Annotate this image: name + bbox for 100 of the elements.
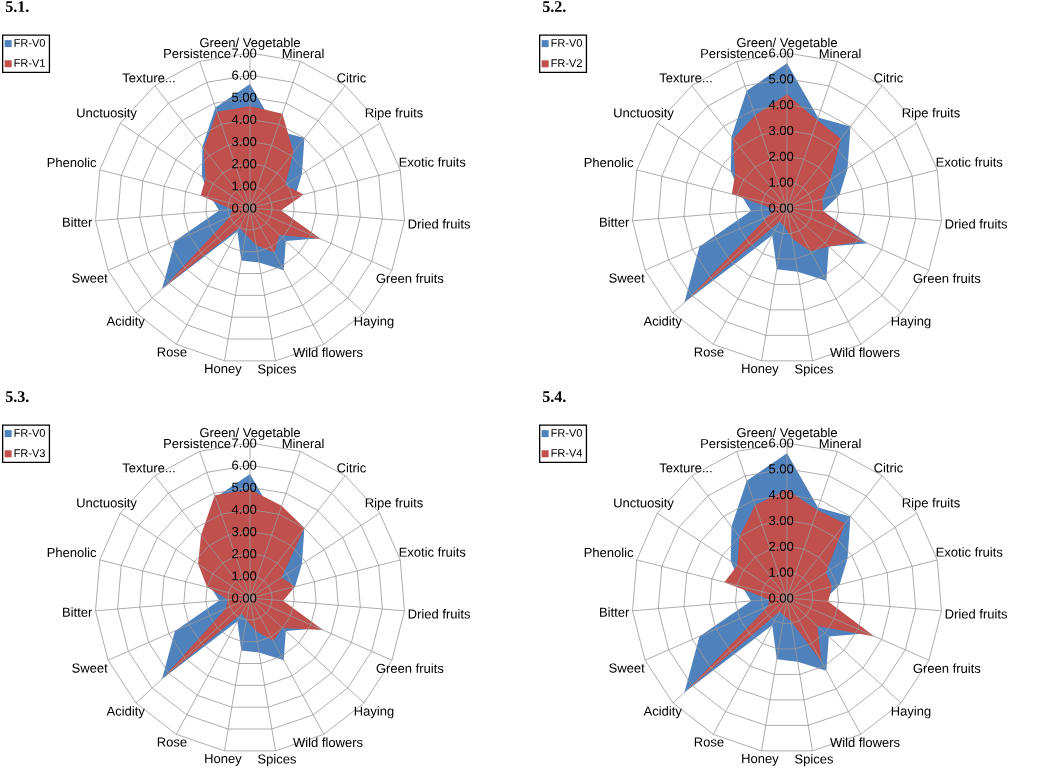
spoke-label: Texture... (659, 73, 712, 83)
y-tick-label: 4.00 (231, 114, 257, 125)
spoke-label: Sweet (72, 663, 108, 673)
spoke-label: Acidity (106, 316, 145, 329)
legend-label: FR-V0 (14, 39, 45, 47)
y-tick-label: 4.00 (768, 100, 794, 110)
spoke-label: Phenolic (47, 157, 97, 168)
spoke-label: Bitter (63, 607, 93, 617)
y-tick-label: 5.00 (769, 74, 794, 84)
y-tick-label: 1.00 (232, 571, 257, 581)
spoke-label: Sweet (609, 663, 645, 673)
spoke-label: Exotic fruits (399, 547, 466, 557)
spoke-label: Rose (157, 347, 187, 357)
spoke-label: Persistence (164, 48, 231, 59)
spoke-label: Dried fruits (408, 219, 471, 229)
spoke-label: Wild flowers (293, 347, 363, 358)
spoke-label: Wild flowers (830, 737, 900, 748)
spoke-label: Ripe fruits (902, 497, 960, 511)
spoke-label: Phenolic (584, 157, 634, 168)
spoke-label: Spices (795, 364, 834, 377)
spoke-label: Rose (694, 737, 724, 747)
spoke-label: Unctuosity (614, 497, 674, 511)
spoke-label: Dried fruits (945, 609, 1008, 619)
spoke-label: Citric (874, 72, 903, 83)
spoke-label: Honey (205, 364, 242, 376)
spoke-label: Honey (205, 754, 242, 766)
y-tick-label: 0.00 (769, 593, 794, 603)
spoke-label: Mineral (282, 438, 324, 449)
y-tick-label: 7.00 (232, 438, 257, 448)
y-tick-label: 2.00 (232, 549, 257, 559)
y-tick-label: 0.00 (769, 203, 794, 213)
spoke-label: Ripe fruits (902, 107, 960, 121)
spoke-label: Bitter (63, 217, 93, 227)
chart-title: 5.4. (542, 391, 566, 403)
spoke-label: Haying (891, 316, 931, 329)
y-tick-label: 7.00 (232, 48, 257, 58)
spoke-label: Acidity (106, 706, 145, 719)
y-tick-label: 6.00 (769, 438, 794, 448)
legend-label: FR-V2 (551, 59, 582, 67)
spoke-label: Bitter (600, 607, 630, 617)
spoke-label: Dried fruits (945, 219, 1008, 229)
spoke-label: Unctuosity (77, 497, 137, 511)
y-tick-label: 5.00 (232, 92, 257, 102)
y-tick-label: 6.00 (232, 460, 257, 470)
spoke-label: Mineral (819, 48, 861, 59)
spoke-label: Sweet (72, 273, 108, 283)
spoke-label: Exotic fruits (936, 157, 1003, 167)
spoke-label: Haying (354, 316, 394, 329)
y-tick-label: 1.00 (769, 567, 794, 577)
spoke-label: Haying (891, 706, 931, 719)
spoke-label: Persistence (164, 438, 231, 449)
spoke-label: Exotic fruits (399, 157, 466, 167)
spoke-label: Green fruits (376, 663, 444, 673)
legend-label: FR-V3 (14, 449, 45, 458)
spoke-label: Persistence (701, 438, 768, 449)
spoke-label: Spices (258, 364, 297, 377)
legend-label: FR-V0 (551, 39, 582, 47)
y-tick-label: 6.00 (232, 70, 257, 80)
spoke-label: Green fruits (913, 663, 981, 673)
y-tick-label: 5.00 (232, 482, 257, 492)
spoke-label: Rose (694, 347, 724, 357)
spoke-label: Sweet (609, 273, 645, 283)
spoke-label: Mineral (282, 48, 324, 59)
y-tick-label: 3.00 (769, 125, 794, 136)
spoke-label: Acidity (643, 316, 682, 329)
y-tick-label: 3.00 (232, 136, 257, 147)
chart-title: 5.3. (5, 391, 29, 403)
spoke-label: Mineral (819, 438, 861, 449)
legend-label: FR-V4 (551, 449, 583, 457)
spoke-label: Spices (258, 754, 297, 767)
y-tick-label: 0.00 (232, 203, 257, 213)
spoke-label: Texture... (122, 463, 175, 473)
spoke-label: Honey (742, 754, 779, 766)
spoke-label: Citric (874, 462, 903, 473)
spoke-label: Dried fruits (408, 609, 471, 619)
y-tick-label: 6.00 (769, 48, 794, 58)
spoke-label: Acidity (643, 706, 682, 719)
y-tick-label: 4.00 (231, 504, 257, 515)
chart-title: 5.2. (542, 1, 566, 13)
legend-label: FR-V1 (14, 59, 45, 67)
legend-label: FR-V0 (551, 429, 582, 437)
y-tick-label: 1.00 (769, 177, 794, 187)
spoke-label: Exotic fruits (936, 547, 1003, 557)
spoke-label: Honey (742, 364, 779, 376)
y-tick-label: 4.00 (768, 490, 794, 500)
spoke-label: Texture... (659, 463, 712, 473)
spoke-label: Bitter (600, 217, 630, 227)
y-tick-label: 3.00 (769, 515, 794, 526)
spoke-label: Texture... (122, 73, 175, 83)
spoke-label: Rose (157, 737, 187, 747)
spoke-label: Citric (337, 462, 366, 473)
y-tick-label: 3.00 (232, 526, 257, 537)
spoke-label: Wild flowers (293, 737, 363, 748)
spoke-label: Green fruits (913, 273, 981, 283)
spoke-label: Ripe fruits (365, 497, 423, 511)
spoke-label: Ripe fruits (365, 107, 423, 121)
y-tick-label: 2.00 (769, 151, 794, 161)
chart-title: 5.1. (5, 1, 29, 13)
spoke-label: Wild flowers (830, 347, 900, 358)
y-tick-label: 5.00 (769, 464, 794, 474)
